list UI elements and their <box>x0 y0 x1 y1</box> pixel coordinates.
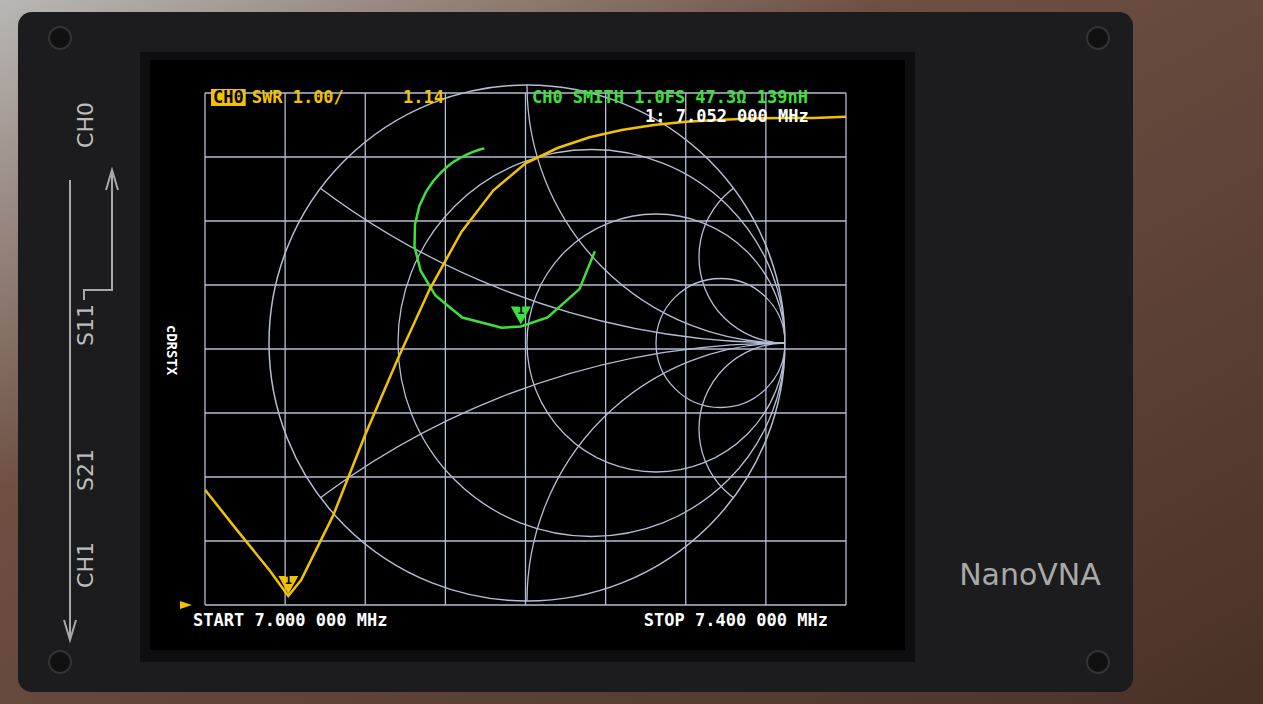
channel-label: CH0 <box>532 87 563 107</box>
port-label: CH0 <box>73 102 98 148</box>
screen-bezel <box>140 52 915 662</box>
arrow-line <box>69 180 71 640</box>
side-label: cDRSTX <box>164 325 180 376</box>
trace-title: SWR 1.00/ <box>252 87 344 107</box>
port-label: S21 <box>73 449 98 491</box>
screw <box>1087 27 1109 49</box>
reactance-arc <box>11 0 1263 343</box>
marker-frequency: 1: 7.052 000 MHz <box>645 106 809 126</box>
marker-label: 1 <box>517 303 524 317</box>
screen <box>150 60 905 650</box>
reference-pointer <box>180 601 192 609</box>
grid-line <box>205 476 846 477</box>
reactance-arc <box>527 343 1043 704</box>
grid-line <box>205 412 846 413</box>
swr-trace <box>205 117 846 596</box>
smith-trace <box>415 149 595 328</box>
port-label: S11 <box>73 304 98 346</box>
reactance-arc <box>527 0 1043 343</box>
marker-value: 1.14 <box>403 87 444 107</box>
trace-title: SMITH 1.0FS <box>573 87 686 107</box>
grid-line <box>205 220 846 221</box>
reactance-arc <box>699 171 871 343</box>
grid-line <box>205 348 846 349</box>
port-label: CH1 <box>73 542 98 588</box>
arrow-line <box>84 170 112 300</box>
channel-label: CH0 <box>213 87 244 107</box>
screw <box>49 651 71 673</box>
grid-line <box>205 540 846 541</box>
resistance-circle <box>527 214 785 472</box>
reactance-arc <box>11 343 1263 704</box>
brand-label: NanoVNA <box>959 557 1101 592</box>
reactance-arc <box>699 343 871 515</box>
screw <box>49 27 71 49</box>
readout: 47.3Ω 139nH <box>695 87 808 107</box>
arrow-head <box>106 170 118 190</box>
grid-line <box>205 156 846 157</box>
table-background <box>0 0 1263 704</box>
stop-label: STOP 7.400 000 MHz <box>644 610 828 630</box>
marker-label: 1 <box>285 573 292 587</box>
resistance-circle <box>398 150 785 537</box>
grid-line <box>205 604 846 605</box>
smith-grid <box>11 0 1263 704</box>
start-label: START 7.000 000 MHz <box>193 610 387 630</box>
screw <box>1087 651 1109 673</box>
swr-group <box>205 117 846 596</box>
device-body <box>18 12 1133 692</box>
arrow-head <box>64 620 76 640</box>
